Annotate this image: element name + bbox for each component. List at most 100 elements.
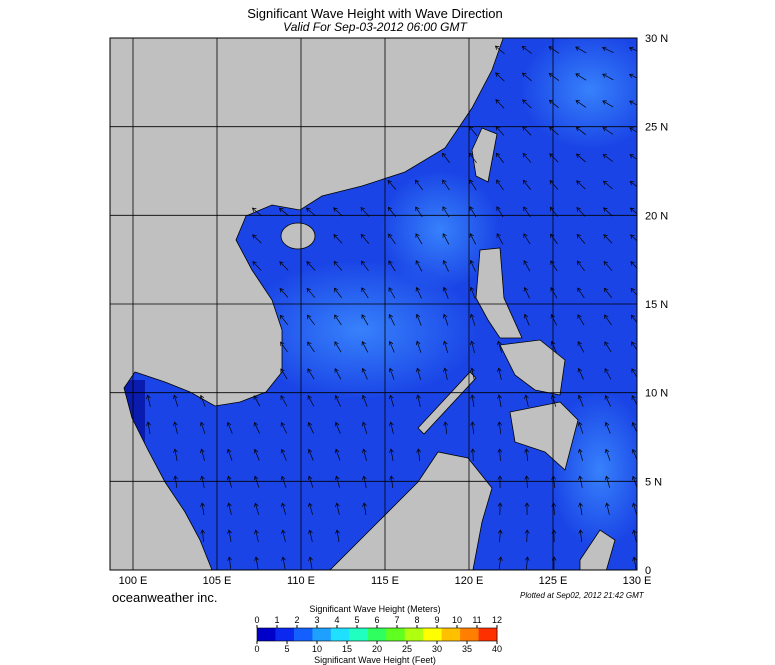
- arrow: [521, 72, 532, 82]
- arrow: [470, 394, 475, 407]
- arrow: [361, 314, 369, 326]
- arrow: [415, 233, 423, 245]
- arrow: [227, 556, 233, 569]
- arrow: [550, 340, 557, 353]
- colorbar-cell: [441, 628, 461, 641]
- arrow: [387, 179, 397, 190]
- arrow: [469, 286, 476, 299]
- arrow: [577, 314, 585, 326]
- arrow: [441, 152, 450, 163]
- arrow: [632, 556, 637, 569]
- arrow: [628, 73, 637, 79]
- arrow: [361, 394, 368, 407]
- arrow: [388, 233, 396, 245]
- arrow: [522, 99, 532, 109]
- arrow: [629, 127, 637, 133]
- lon-label: 130 E: [623, 575, 652, 587]
- lat-label: 0: [645, 565, 651, 577]
- lon-label: 100 E: [119, 575, 148, 587]
- arrow: [361, 260, 369, 272]
- arrow: [415, 286, 422, 299]
- arrow: [388, 394, 395, 407]
- arrow: [334, 448, 341, 461]
- arrow: [575, 100, 587, 108]
- arrow: [172, 394, 179, 407]
- arrow: [524, 394, 529, 407]
- arrow: [470, 421, 476, 435]
- arrow: [251, 207, 262, 217]
- feet-label: 25: [402, 644, 412, 654]
- arrow: [523, 313, 530, 326]
- arrow: [577, 448, 583, 461]
- arrow: [575, 153, 586, 163]
- arrow: [389, 475, 394, 488]
- arrow: [414, 179, 423, 191]
- map-area: [110, 38, 637, 570]
- arrow: [334, 368, 342, 380]
- arrow: [333, 234, 343, 244]
- arrow: [388, 367, 395, 380]
- arrow: [549, 179, 559, 190]
- arrow: [497, 421, 503, 434]
- arrow: [605, 502, 610, 515]
- feet-label: 30: [432, 644, 442, 654]
- arrow: [578, 502, 583, 515]
- arrow: [469, 259, 476, 272]
- wave-field: [520, 38, 637, 150]
- arrow: [334, 475, 340, 488]
- luzon: [475, 247, 523, 339]
- arrow: [576, 233, 586, 244]
- arrow: [253, 421, 260, 434]
- wave-directions: [146, 45, 637, 570]
- arrow: [307, 368, 315, 380]
- arrow: [602, 180, 613, 190]
- arrow: [604, 394, 611, 407]
- arrow: [281, 529, 286, 542]
- arrow: [306, 261, 316, 271]
- meters-label: 2: [294, 615, 299, 625]
- meters-label: 3: [314, 615, 319, 625]
- arrow: [602, 127, 614, 135]
- arrow: [577, 394, 584, 407]
- arrow: [442, 340, 448, 353]
- arrow: [496, 340, 503, 353]
- arrow: [630, 314, 637, 324]
- arrow: [146, 394, 151, 407]
- arrow: [254, 556, 259, 569]
- arrow: [200, 529, 206, 543]
- arrow: [306, 314, 315, 325]
- arrow: [632, 529, 637, 542]
- arrow: [280, 502, 287, 515]
- title: Significant Wave Height with Wave Direct…: [247, 6, 503, 21]
- arrow: [226, 421, 233, 434]
- arrow: [577, 367, 584, 380]
- arrow: [280, 421, 287, 434]
- arrow: [280, 368, 288, 380]
- meters-label: 7: [394, 615, 399, 625]
- arrow: [360, 233, 370, 244]
- visayas: [499, 339, 566, 396]
- arrow: [335, 529, 340, 542]
- arrow: [226, 448, 233, 461]
- arrow: [602, 73, 614, 81]
- arrow: [442, 259, 449, 272]
- arrow: [576, 207, 586, 217]
- arrow: [551, 502, 557, 516]
- arrow: [279, 261, 289, 271]
- arrow: [334, 314, 342, 326]
- arrow: [362, 502, 367, 515]
- arrow: [523, 260, 531, 272]
- feet-label: 15: [342, 644, 352, 654]
- arrow: [199, 394, 206, 407]
- arrow: [469, 233, 477, 245]
- arrow: [415, 340, 422, 353]
- hainan: [280, 222, 316, 250]
- feet-label: 0: [254, 644, 259, 654]
- arrow: [631, 341, 637, 351]
- arrow: [442, 286, 449, 299]
- arrow: [333, 287, 342, 298]
- colorbar-cell: [257, 628, 276, 641]
- arrow: [604, 314, 612, 326]
- mainland: [110, 38, 504, 570]
- arrow: [227, 502, 232, 515]
